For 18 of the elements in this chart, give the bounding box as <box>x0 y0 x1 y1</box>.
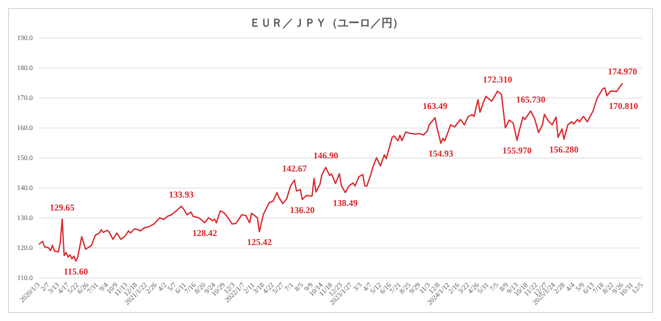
annotation: 172.310 <box>482 74 513 85</box>
annotation: 154.93 <box>428 148 454 159</box>
annotation: 170.810 <box>608 101 639 112</box>
annotation: 125.42 <box>246 237 272 248</box>
annotation: 165.730 <box>516 94 546 104</box>
annotation: 155.970 <box>502 146 532 156</box>
annotation: 163.49 <box>422 100 448 111</box>
annotation: 146.90 <box>313 150 339 161</box>
annotation: 133.93 <box>168 190 194 200</box>
annotation: 174.970 <box>608 66 638 77</box>
annotation: 128.42 <box>192 228 218 238</box>
annotation: 115.60 <box>64 266 88 277</box>
annotation: 129.65 <box>50 202 76 212</box>
annotation: 136.20 <box>290 204 316 215</box>
annotation: 138.49 <box>332 198 358 208</box>
annotation: 142.67 <box>282 163 308 174</box>
chart-title: ＥＵＲ／ＪＰＹ（ユーロ／円） <box>250 16 404 30</box>
annotation: 156.280 <box>549 144 580 155</box>
